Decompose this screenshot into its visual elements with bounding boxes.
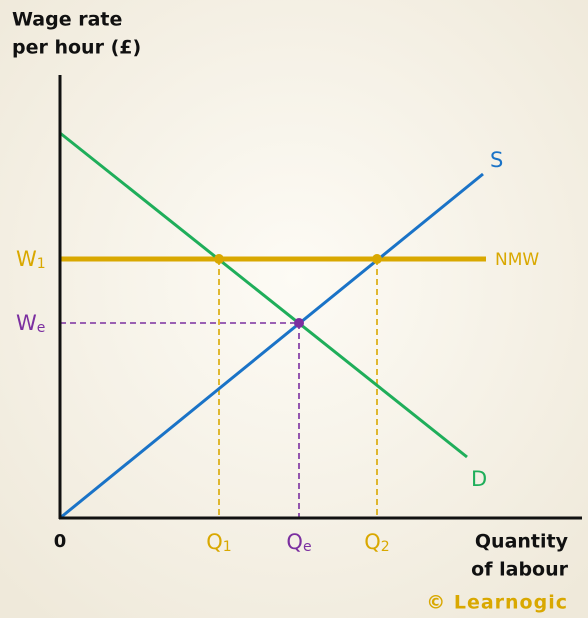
label-sub: 1 — [223, 539, 232, 555]
y-axis-title: Wage rate — [12, 9, 122, 31]
q1-label: Q1 — [206, 530, 231, 555]
label-main: Q — [206, 530, 223, 554]
label-main: W — [16, 247, 37, 271]
q2-label: Q2 — [364, 530, 389, 555]
label-main: W — [16, 311, 37, 335]
w1-label: W1 — [16, 247, 46, 272]
equilibrium-point — [294, 318, 304, 328]
label-sub: e — [37, 320, 46, 336]
label-sub: e — [303, 539, 312, 555]
x-axis-title: Quantity — [475, 531, 569, 553]
guides — [60, 259, 378, 518]
demand-curve — [59, 131, 468, 459]
origin-label: 0 — [54, 531, 67, 552]
point — [214, 254, 224, 264]
label-main: Q — [286, 530, 303, 554]
watermark: © Learnogic — [426, 592, 568, 614]
supply-curve — [59, 172, 484, 520]
label-sub: 2 — [381, 539, 390, 555]
nmw-label: NMW — [495, 250, 539, 270]
supply-label: S — [490, 148, 503, 172]
point — [372, 254, 382, 264]
x-axis-title: of labour — [471, 559, 568, 581]
label-sub: 1 — [37, 256, 46, 272]
label-main: Q — [364, 530, 381, 554]
qe-label: Qe — [286, 530, 311, 555]
we-label: We — [16, 311, 45, 336]
y-axis-title: per hour (£) — [12, 37, 141, 59]
demand-label: D — [471, 467, 487, 491]
